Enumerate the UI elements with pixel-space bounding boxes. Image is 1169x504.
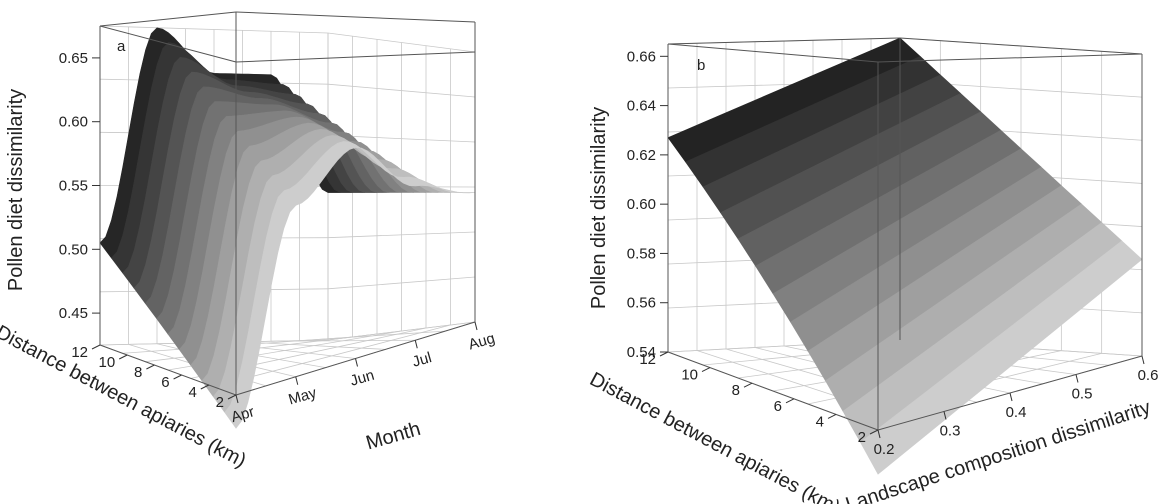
panel-b-y-tick-label: 8 xyxy=(732,382,740,399)
panel-a-z-tick-label: 0.50 xyxy=(59,241,88,258)
panel-a-z-tick-label: 0.65 xyxy=(59,50,88,67)
panel-a-x-tick-mark xyxy=(295,376,299,385)
panel-a-y-tick-mark xyxy=(173,374,182,380)
panel-b-z-tick-label: 0.64 xyxy=(627,98,656,115)
panel-b: 0.54 0.56 0.58 0.60 0.62 0.64 0.66 2 4 6 8 10 12 0.2 0… xyxy=(586,37,1159,504)
panel-b-y-axis-label: Distance between apiaries (km) xyxy=(586,368,844,504)
panel-b-y-tick-label: 10 xyxy=(681,367,698,384)
panel-b-x-tick-label: 0.4 xyxy=(1006,404,1027,421)
panel-b-y-tick-label: 12 xyxy=(639,351,656,368)
panel-b-y-tick-mark xyxy=(659,351,669,357)
panel-a-y-tick-label: 8 xyxy=(134,364,142,381)
panel-a-z-tick-label: 0.45 xyxy=(59,305,88,322)
panel-b-box-frame xyxy=(667,37,1143,431)
panel-b-y-tick-label: 4 xyxy=(816,413,824,430)
panel-b-frame-edge xyxy=(667,43,879,63)
panel-a-frame-edge xyxy=(235,11,476,23)
panel-a-x-axis-label: Month xyxy=(364,418,424,454)
panel-a-y-tick-label: 2 xyxy=(216,394,224,411)
panel-a-x-tick-label: May xyxy=(287,384,319,408)
panel-b-z-tick-label: 0.54 xyxy=(627,344,656,361)
panel-b-y-tick-mark xyxy=(827,413,837,419)
panel-a-x-tick-label: Apr xyxy=(229,403,256,426)
panel-a-y-tick-label: 4 xyxy=(188,384,196,401)
panel-b-z-tick-label: 0.56 xyxy=(627,295,656,312)
panel-b-z-tick-label: 0.58 xyxy=(627,245,656,262)
panel-b-x-tick-label: 0.6 xyxy=(1138,367,1159,384)
panel-a-y-tick-label: 6 xyxy=(161,374,169,391)
panel-b-x-tick-mark xyxy=(1141,355,1145,365)
panel-b-x-tick-mark xyxy=(1075,374,1079,383)
panel-b-z-axis-label: Pollen diet dissimilarity xyxy=(588,107,610,309)
panel-b-frame-edge xyxy=(667,351,879,431)
panel-b-z-tick-label: 0.60 xyxy=(627,196,656,213)
panel-b-x-tick-mark xyxy=(1009,392,1013,402)
panel-a-y-tick-mark xyxy=(146,364,155,370)
panel-a-frame-edge xyxy=(99,344,237,396)
panel-a-x-tick-label: Aug xyxy=(467,330,497,354)
panel-a-z-axis-label: Pollen diet dissimilarity xyxy=(5,89,27,291)
panel-a-z-tick-label: 0.60 xyxy=(59,114,88,131)
panel-b-x-tick-mark xyxy=(877,429,881,439)
panel-a-x-tick-mark xyxy=(355,358,358,367)
panel-a-y-tick-mark xyxy=(118,354,128,360)
panel-b-frame-edge xyxy=(667,37,901,45)
panel-a-x-tick-label: Jul xyxy=(410,349,433,371)
panel-a-frame-edge xyxy=(235,51,476,63)
panel-a: 0.45 0.50 0.55 0.60 0.65 2 4 6 8 10 12 Apr May Jun Jul… xyxy=(0,11,497,472)
panel-b-y-tick-mark xyxy=(743,382,753,388)
panel-b-frame-edge xyxy=(899,37,1143,55)
panel-a-z-tick-label: 0.55 xyxy=(59,178,88,195)
panel-b-label: b xyxy=(697,57,705,74)
panel-b-z-tick-label: 0.66 xyxy=(627,48,656,65)
panel-b-surface xyxy=(667,37,1143,475)
panel-a-y-tick-label: 10 xyxy=(99,354,116,371)
panel-a-frame-edge xyxy=(99,25,237,63)
panel-b-ticks: 0.54 0.56 0.58 0.60 0.62 0.64 0.66 2 4 6 8 10 12 0.2 0… xyxy=(627,48,1159,458)
panel-b-y-tick-label: 6 xyxy=(774,398,782,415)
panel-b-y-tick-mark xyxy=(701,367,711,373)
panel-b-z-tick-label: 0.62 xyxy=(627,147,656,164)
panel-a-gridline xyxy=(145,333,378,363)
panel-b-y-tick-mark xyxy=(869,429,879,435)
panel-a-box-frame xyxy=(99,11,476,396)
panel-a-y-tick-mark xyxy=(227,394,237,400)
panel-b-frame-edge xyxy=(877,53,1143,63)
panel-a-ticks: 0.45 0.50 0.55 0.60 0.65 2 4 6 8 10 12 Apr May Jun Jul… xyxy=(59,50,497,426)
panel-a-y-tick-label: 12 xyxy=(71,344,88,361)
panel-a-y-tick-mark xyxy=(200,384,210,390)
panel-b-x-tick-mark xyxy=(943,411,947,420)
panel-a-frame-edge xyxy=(99,11,237,27)
panel-a-surface xyxy=(99,27,476,429)
panel-b-x-tick-label: 0.2 xyxy=(874,441,895,458)
panel-a-x-tick-mark xyxy=(414,340,418,349)
panel-a-x-tick-mark xyxy=(235,394,239,404)
panel-a-label: a xyxy=(117,38,126,55)
panel-b-y-tick-label: 2 xyxy=(858,429,866,446)
panel-a-x-tick-mark xyxy=(474,321,478,331)
panel-b-y-tick-mark xyxy=(785,398,795,404)
panel-b-x-tick-label: 0.3 xyxy=(940,423,961,440)
panel-a-x-tick-label: Jun xyxy=(348,367,376,390)
panel-a-y-tick-mark xyxy=(91,344,101,350)
panel-b-x-tick-label: 0.5 xyxy=(1072,386,1093,403)
